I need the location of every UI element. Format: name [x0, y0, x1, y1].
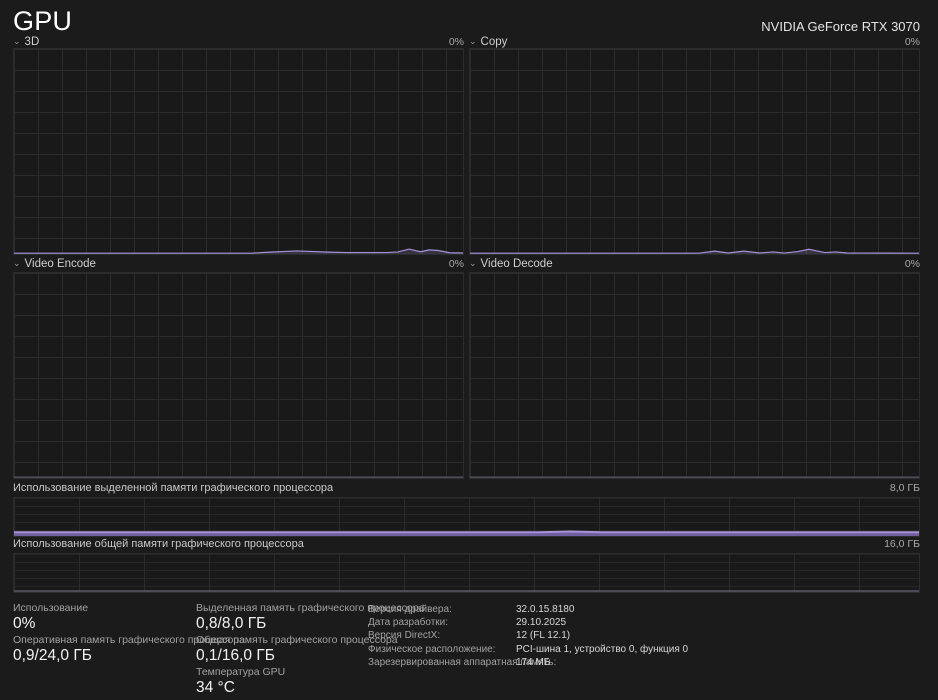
shared-memory-label: Использование общей памяти графического … [13, 538, 304, 550]
engine-label-video-encode[interactable]: ⌄ Video Encode [13, 257, 96, 270]
gpu-engine-chart-3d[interactable] [13, 48, 464, 255]
chevron-down-icon[interactable]: ⌄ [469, 257, 477, 268]
dedicated-memory-series [14, 498, 919, 536]
engine-usage-copy: 0% [904, 36, 920, 48]
gpu-engine-chart-video-decode[interactable] [469, 272, 920, 479]
stats-column-2: Выделенная память графического процессор… [196, 602, 425, 698]
chart-video-encode-series [14, 273, 463, 478]
stat-utilization: Использование 0% [13, 602, 89, 632]
dedicated-memory-label-row: Использование выделенной памяти графичес… [13, 479, 920, 497]
dedicated-memory-chart[interactable] [13, 497, 920, 537]
engine-charts-row-2 [13, 272, 920, 479]
detail-driver-version: Версия драйвера: 32.0.15.8180 [368, 604, 575, 615]
chevron-down-icon[interactable]: ⌄ [469, 36, 477, 46]
engine-usage-video-decode: 0% [904, 257, 920, 270]
chevron-down-icon[interactable]: ⌄ [13, 257, 21, 268]
detail-directx-version: Версия DirectX: 12 (FL 12.1) [368, 630, 571, 642]
engine-label-3d[interactable]: ⌄ 3D [13, 36, 40, 48]
engine-label-row-1: ⌄ 3D 0% ⌄ Copy 0% [13, 36, 920, 48]
detail-hardware-reserved-memory: Зарезервированная аппаратная память: 174… [368, 656, 557, 668]
stat-gpu-ram: Оперативная память графического процессо… [13, 634, 245, 664]
driver-details: Версия драйвера: 32.0.15.8180 Дата разра… [368, 602, 920, 698]
engine-label-video-decode[interactable]: ⌄ Video Decode [469, 257, 553, 270]
engine-usage-3d: 0% [448, 36, 464, 48]
dedicated-memory-label: Использование выделенной памяти графичес… [13, 482, 334, 494]
gpu-engine-chart-copy[interactable] [469, 48, 920, 255]
gpu-stats-panel: Использование 0% Оперативная память граф… [13, 602, 920, 698]
chart-video-decode-series [470, 273, 919, 478]
stat-dedicated-memory: Выделенная память графического процессор… [196, 602, 425, 632]
page-title: GPU [13, 6, 73, 36]
detail-physical-location: Физическое расположение: PCI-шина 1, уст… [368, 643, 689, 655]
shared-memory-max: 16,0 ГБ [884, 538, 920, 550]
shared-memory-chart[interactable] [13, 553, 920, 593]
engine-charts-row-1 [13, 48, 920, 255]
gpu-engine-chart-video-encode[interactable] [13, 272, 464, 479]
page-header: GPU NVIDIA GeForce RTX 3070 [13, 6, 920, 36]
engine-usage-video-encode: 0% [448, 257, 464, 270]
chart-3d-series [14, 49, 463, 254]
engine-label-copy[interactable]: ⌄ Copy [469, 36, 508, 48]
gpu-device-name: NVIDIA GeForce RTX 3070 [761, 19, 920, 34]
shared-memory-label-row: Использование общей памяти графического … [13, 537, 920, 553]
chart-copy-series [470, 49, 919, 254]
dedicated-memory-max: 8,0 ГБ [889, 482, 920, 494]
detail-driver-date: Дата разработки: 29.10.2025 [368, 617, 567, 629]
stat-shared-memory: Общая память графического процессора 0,1… [196, 634, 398, 664]
shared-memory-series [14, 554, 919, 592]
stat-gpu-temperature: Температура GPU 34 °C [196, 666, 286, 696]
engine-label-row-2: ⌄ Video Encode 0% ⌄ Video Decode 0% [13, 255, 920, 272]
chevron-down-icon[interactable]: ⌄ [13, 36, 21, 46]
stats-column-1: Использование 0% Оперативная память граф… [13, 602, 245, 698]
